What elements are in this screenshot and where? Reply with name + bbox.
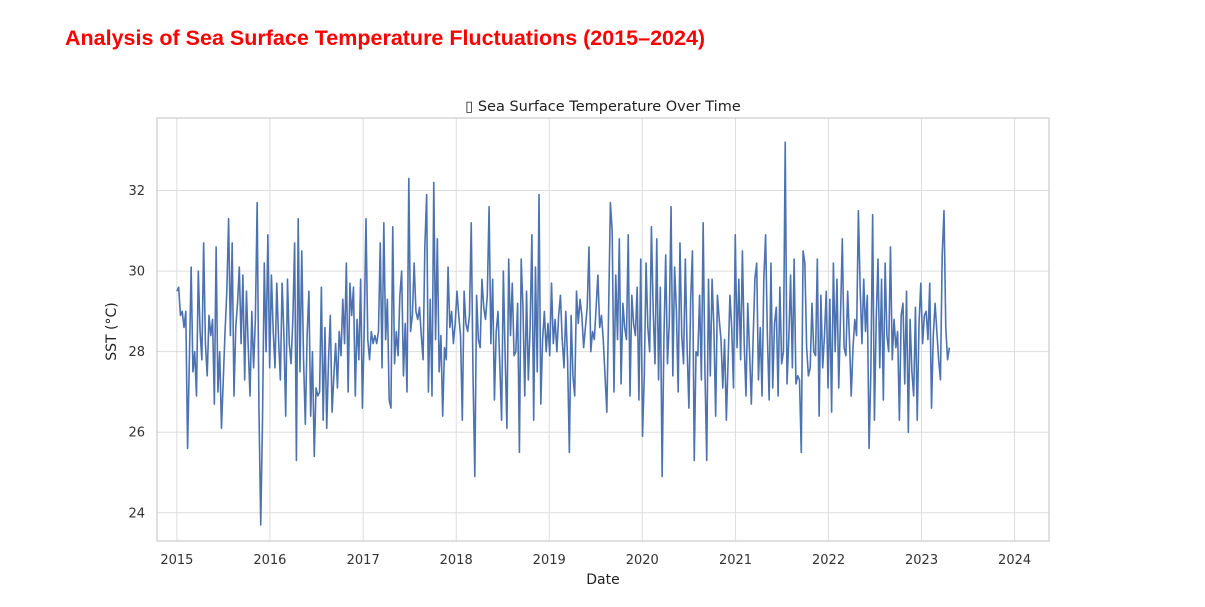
y-tick-label: 32 — [128, 184, 145, 199]
x-axis-label: Date — [586, 572, 619, 588]
y-tick-label: 26 — [128, 426, 145, 441]
x-tick-label: 2016 — [253, 553, 286, 568]
series-layer — [176, 141, 951, 526]
x-tick-label: 2022 — [812, 553, 845, 568]
plot-frame — [156, 117, 1050, 542]
x-tick-label: 2019 — [533, 553, 566, 568]
grid-lines — [157, 118, 1049, 541]
y-tick-label: 28 — [128, 345, 145, 360]
x-tick-label: 2024 — [998, 553, 1031, 568]
chart-title: ▯ Sea Surface Temperature Over Time — [465, 99, 741, 115]
x-tick-label: 2020 — [626, 553, 659, 568]
y-tick-label: 24 — [128, 506, 145, 521]
page-title: Analysis of Sea Surface Temperature Fluc… — [65, 26, 706, 50]
y-tick-label: 30 — [128, 265, 145, 280]
x-tick-label: 2023 — [905, 553, 938, 568]
x-tick-label: 2021 — [719, 553, 752, 568]
tick-labels: 2015 2016 2017 2018 2019 2020 2021 2022 2023 2024… — [128, 184, 1031, 568]
y-axis-label: SST (°C) — [104, 302, 120, 360]
sst-series-line — [176, 141, 951, 526]
x-tick-label: 2018 — [440, 553, 473, 568]
x-tick-label: 2015 — [160, 553, 193, 568]
x-tick-label: 2017 — [347, 553, 380, 568]
